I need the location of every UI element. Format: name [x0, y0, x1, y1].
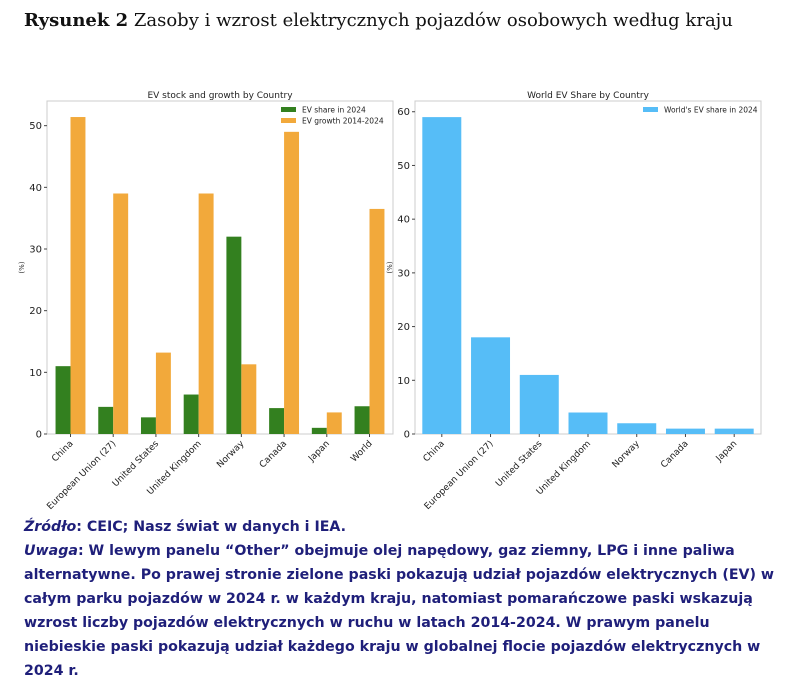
figure-title: Rysunek 2 Zasoby i wzrost elektrycznych …	[24, 10, 733, 31]
chart-title: EV stock and growth by Country	[147, 91, 293, 101]
bar-ev-growth	[369, 208, 385, 434]
bar-ev-growth	[284, 131, 300, 435]
note-text: : W lewym panelu “Other” obejmuje olej n…	[24, 543, 775, 679]
y-tick-label: 20	[397, 322, 410, 333]
y-tick-label: 50	[397, 161, 410, 172]
legend-swatch	[643, 107, 658, 112]
bar-world-share	[714, 428, 754, 434]
bar-ev-share	[98, 406, 114, 434]
bar-world-share	[617, 423, 657, 434]
source-text: : CEIC; Nasz świat w danych i IEA.	[76, 519, 347, 535]
y-axis-label: (%)	[18, 261, 26, 273]
bar-world-share	[665, 428, 705, 434]
figure-label: Rysunek 2	[24, 10, 129, 31]
figure-title-text: Zasoby i wzrost elektrycznych pojazdów o…	[133, 10, 733, 31]
bar-ev-share	[354, 406, 370, 434]
legend-label: EV share in 2024	[302, 106, 366, 115]
bar-ev-share	[226, 236, 242, 434]
y-tick-label: 0	[404, 430, 410, 441]
legend-swatch	[281, 107, 296, 112]
y-tick-label: 40	[397, 215, 410, 226]
y-tick-label: 30	[29, 245, 42, 256]
legend-label: EV growth 2014-2024	[302, 117, 384, 126]
source-label: Źródło	[24, 519, 77, 535]
y-tick-label: 50	[29, 121, 42, 132]
chart-title: World EV Share by Country	[527, 91, 650, 101]
x-tick-label: United Kingdom	[535, 439, 593, 497]
x-tick-label: Japan	[306, 439, 332, 465]
plot-frame	[414, 100, 762, 435]
plot-frame	[46, 100, 394, 435]
bar-world-share	[422, 117, 462, 434]
bar-ev-growth	[155, 352, 171, 434]
legend-label: World's EV share in 2024	[664, 106, 758, 115]
bar-ev-share	[269, 408, 285, 434]
bar-world-share	[471, 337, 511, 434]
note-label: Uwaga	[24, 543, 78, 559]
source-line: Źródło: CEIC; Nasz świat w danych i IEA.	[24, 515, 784, 539]
bar-ev-growth	[113, 193, 129, 434]
x-tick-label: China	[422, 439, 447, 464]
x-tick-label: Japan	[714, 439, 740, 465]
y-tick-label: 40	[29, 183, 42, 194]
bar-ev-share	[140, 417, 156, 434]
y-tick-label: 10	[397, 376, 410, 387]
x-tick-label: United States	[494, 439, 544, 489]
y-axis-label: (%)	[386, 261, 394, 273]
x-tick-label: China	[50, 439, 75, 464]
bar-ev-growth	[241, 364, 257, 434]
figure-notes: Źródło: CEIC; Nasz świat w danych i IEA.…	[24, 515, 784, 683]
bar-ev-growth	[198, 193, 214, 434]
x-tick-label: World	[349, 439, 374, 464]
bar-world-share	[519, 374, 559, 434]
x-tick-label: Norway	[611, 439, 643, 471]
bar-ev-share	[183, 394, 199, 434]
y-tick-label: 60	[397, 107, 410, 118]
bar-ev-share	[55, 366, 71, 434]
bar-world-share	[568, 412, 608, 434]
y-tick-label: 10	[29, 368, 42, 379]
y-tick-label: 0	[36, 430, 42, 441]
bar-ev-share	[311, 427, 327, 434]
y-tick-label: 20	[29, 306, 42, 317]
legend-swatch	[281, 118, 296, 123]
note-line: Uwaga: W lewym panelu “Other” obejmuje o…	[24, 539, 784, 683]
x-tick-label: Canada	[258, 439, 289, 470]
bar-ev-growth	[70, 117, 86, 435]
x-tick-label: Norway	[215, 439, 247, 471]
y-tick-label: 30	[397, 268, 410, 279]
bar-ev-growth	[326, 412, 342, 434]
x-tick-label: Canada	[659, 439, 690, 470]
